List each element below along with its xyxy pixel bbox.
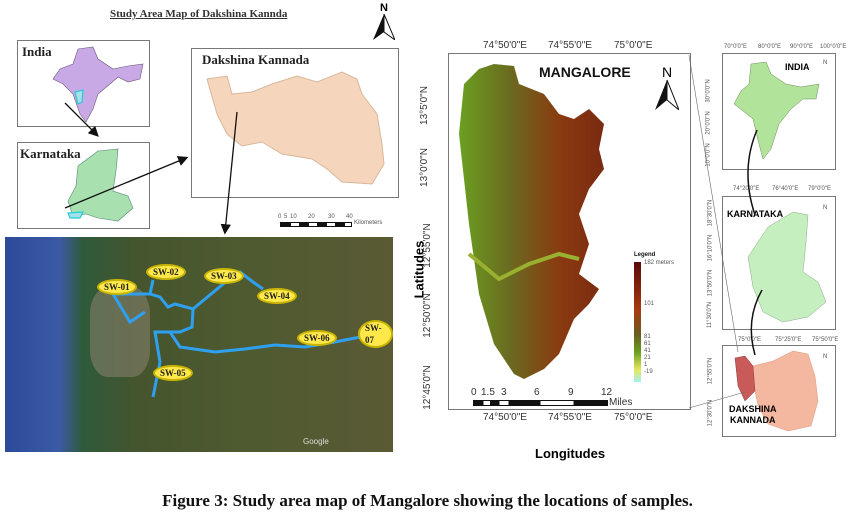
- scale-tick: 0: [471, 387, 477, 398]
- legend-color-ramp: [634, 262, 641, 382]
- lon-tick-bottom: 74°55'0"E: [548, 412, 592, 423]
- dakshina-kannada-inset: Dakshina Kannada: [191, 48, 399, 198]
- scale-tick: 9: [568, 387, 574, 398]
- km-scale-bar: 0 5 10 20 30 40 Kilometers: [278, 214, 398, 228]
- north-arrow-icon: N: [654, 64, 680, 115]
- dakshina-locator: DAKSHINA KANNADA N: [722, 345, 836, 437]
- dakshina-title-line2: KANNADA: [730, 415, 776, 425]
- legend-value: 41: [644, 348, 651, 354]
- karnataka-locator-map: [747, 211, 827, 323]
- connector-arrows: [64, 102, 238, 235]
- lon-tick-top: 75°0'0"E: [614, 40, 653, 51]
- lon-tick: 75°0'0"E: [738, 337, 762, 343]
- scale-tick: 6: [534, 387, 540, 398]
- legend-value: 61: [644, 341, 651, 347]
- miles-scale-bar: 0 1.5 3 6 9 12 Miles: [471, 387, 641, 408]
- north-label: N: [823, 205, 828, 211]
- dakshina-kannada-map: [206, 71, 385, 185]
- scale-tick: 10: [290, 214, 297, 220]
- scale-tick: 30: [328, 214, 335, 220]
- north-label: N: [661, 64, 673, 80]
- elevation-map-frame: MANGALORE N Legend 182 meters 101 81 61 …: [448, 53, 691, 410]
- lon-tick-bottom: 75°0'0"E: [614, 412, 653, 423]
- sample-site-sw-07: SW-07: [358, 320, 393, 348]
- lon-tick: 79°0'0"E: [808, 186, 832, 192]
- scale-unit: Kilometers: [354, 220, 383, 226]
- lon-tick: 70°0'0"E: [724, 44, 748, 50]
- india-locator: INDIA N: [722, 53, 836, 170]
- legend-value: -19: [644, 369, 653, 375]
- legend-title: Legend: [634, 252, 656, 258]
- north-label: N: [823, 60, 828, 66]
- legend-value: 81: [644, 334, 651, 340]
- lon-tick-bottom: 74°50'0"E: [483, 412, 527, 423]
- india-locator-map: [733, 61, 820, 160]
- elevation-legend: Legend 182 meters 101 81 61 41 21 1 -19: [634, 252, 689, 382]
- figure-caption: Figure 3: Study area map of Mangalore sh…: [162, 491, 693, 510]
- india-map: [52, 46, 144, 123]
- karnataka-map: [67, 148, 134, 222]
- lon-tick: 100°0'0"E: [820, 44, 847, 50]
- north-arrow-icon: N: [372, 2, 397, 44]
- sample-site-sw-06: SW-06: [297, 330, 337, 346]
- lon-tick: 76°40'0"E: [772, 186, 799, 192]
- legend-value: 21: [644, 355, 651, 361]
- india-title: INDIA: [785, 62, 810, 72]
- north-label: N: [380, 2, 388, 14]
- lon-tick: 90°0'0"E: [790, 44, 814, 50]
- legend-value: 101: [644, 301, 655, 307]
- lon-tick: 75°50'0"E: [812, 337, 839, 343]
- sample-site-sw-01: SW-01: [97, 279, 137, 295]
- legend-value: 182 meters: [644, 260, 675, 266]
- north-label: N: [823, 354, 828, 360]
- lon-tick-top: 74°50'0"E: [483, 40, 527, 51]
- scale-tick: 12: [601, 387, 613, 398]
- lon-tick: 75°25'0"E: [775, 337, 802, 343]
- dakshina-locator-map: [734, 350, 819, 432]
- satellite-map: SW-01 SW-02 SW-03 SW-04 SW-05 SW-06 SW-0…: [5, 237, 393, 452]
- karnataka-inset: Karnataka: [17, 142, 150, 229]
- google-watermark: Google: [303, 437, 329, 446]
- sample-site-sw-03: SW-03: [204, 268, 244, 284]
- scale-tick: 0: [278, 214, 282, 220]
- lon-tick: 74°20'0"E: [733, 186, 760, 192]
- scale-unit: Miles: [609, 397, 633, 408]
- lon-tick-top: 74°55'0"E: [548, 40, 592, 51]
- sample-site-sw-04: SW-04: [257, 288, 297, 304]
- sample-site-sw-02: SW-02: [146, 264, 186, 280]
- x-axis-label: Longitudes: [535, 446, 606, 461]
- lon-tick: 80°0'0"E: [758, 44, 782, 50]
- scale-tick: 1.5: [481, 387, 495, 398]
- dakshina-kannada-label: Dakshina Kannada: [202, 52, 310, 67]
- scale-tick: 3: [501, 387, 507, 398]
- dakshina-title: DAKSHINA KANNADA: [729, 404, 777, 426]
- elevation-map: [459, 64, 604, 379]
- india-label: India: [22, 44, 52, 59]
- left-panel-title: Study Area Map of Dakshina Kannda: [110, 8, 288, 20]
- scale-tick: 5: [284, 214, 288, 220]
- sample-site-sw-05: SW-05: [153, 365, 193, 381]
- map-title: MANGALORE: [539, 64, 631, 80]
- karnataka-label: Karnataka: [20, 146, 81, 161]
- india-inset: India: [17, 40, 150, 127]
- dakshina-title-line1: DAKSHINA: [729, 404, 777, 414]
- scale-tick: 40: [346, 214, 353, 220]
- legend-value: 1: [644, 362, 648, 368]
- scale-tick: 20: [308, 214, 315, 220]
- karnataka-locator: KARNATAKA N: [722, 196, 836, 330]
